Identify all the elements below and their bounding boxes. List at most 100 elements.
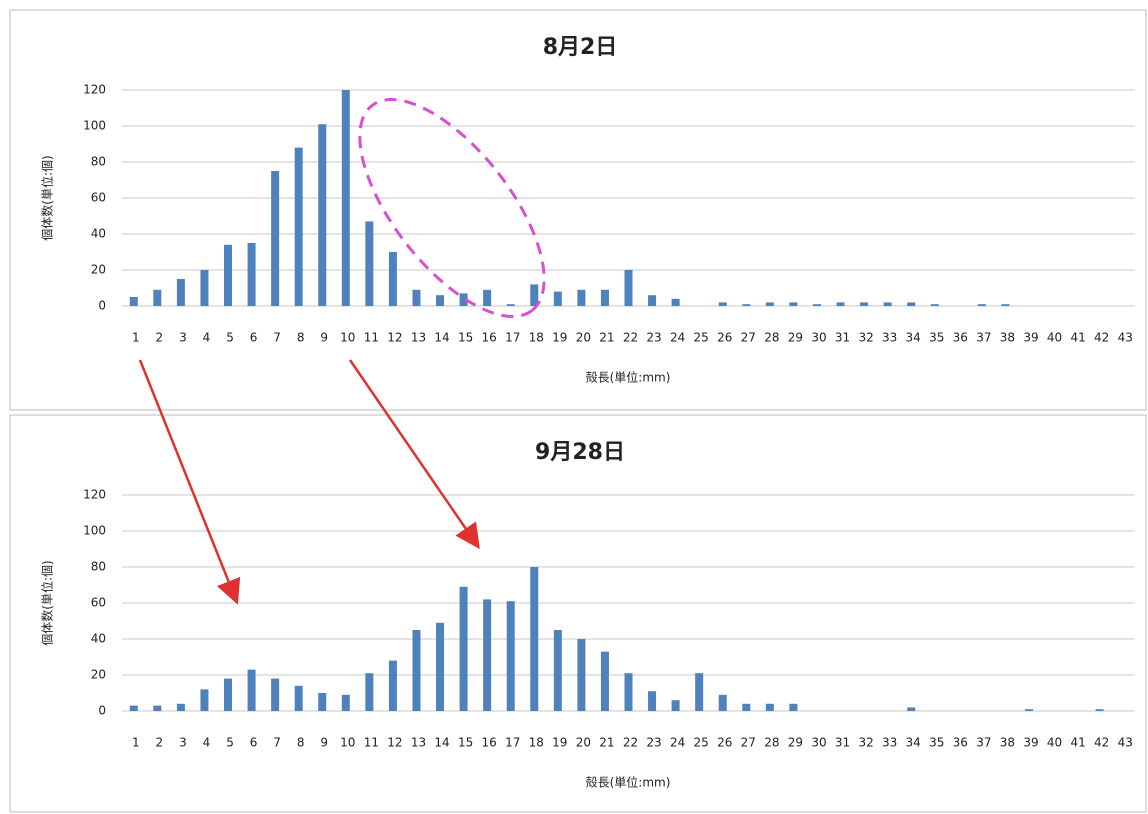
x-tick-label: 27	[741, 331, 756, 345]
x-tick-label: 5	[226, 331, 234, 345]
bar	[600, 651, 609, 711]
bar	[412, 630, 421, 711]
x-tick-label: 13	[411, 331, 426, 345]
x-tick-label: 30	[811, 331, 826, 345]
x-tick-label: 20	[576, 331, 591, 345]
bar	[765, 703, 774, 711]
bar	[577, 289, 586, 306]
x-axis-label: 殻長(単位:mm)	[586, 370, 671, 385]
y-tick-label: 120	[83, 488, 106, 502]
bar	[977, 304, 986, 306]
x-tick-label: 12	[387, 736, 402, 750]
bar	[153, 289, 162, 306]
bar	[176, 279, 185, 306]
bar	[318, 124, 327, 306]
bar	[671, 298, 680, 306]
y-axis-label: 個体数(単位:個)	[40, 155, 55, 240]
x-tick-label: 18	[529, 331, 544, 345]
x-tick-label: 17	[505, 331, 520, 345]
y-tick-label: 40	[91, 227, 106, 241]
x-tick-label: 40	[1047, 736, 1062, 750]
x-tick-label: 35	[929, 736, 944, 750]
bar	[459, 293, 468, 306]
x-tick-label: 27	[741, 736, 756, 750]
x-tick-label: 15	[458, 736, 473, 750]
x-tick-label: 35	[929, 331, 944, 345]
bar	[648, 295, 657, 306]
bar	[789, 302, 798, 306]
bar	[1001, 304, 1010, 306]
x-tick-label: 31	[835, 331, 850, 345]
bar	[271, 678, 280, 711]
x-tick-label: 7	[273, 331, 281, 345]
x-tick-label: 36	[953, 736, 968, 750]
bar	[436, 295, 445, 306]
x-tick-label: 10	[340, 331, 355, 345]
y-tick-label: 60	[91, 191, 106, 205]
y-tick-label: 60	[91, 596, 106, 610]
bar	[341, 694, 350, 711]
x-tick-label: 28	[764, 736, 779, 750]
x-tick-label: 41	[1070, 331, 1085, 345]
bar	[176, 703, 185, 711]
bar	[695, 673, 704, 711]
y-tick-label: 80	[91, 155, 106, 169]
bar	[247, 243, 256, 306]
bar	[553, 291, 562, 306]
x-tick-label: 3	[179, 331, 187, 345]
bar	[600, 289, 609, 306]
x-tick-label: 29	[788, 736, 803, 750]
x-tick-label: 22	[623, 736, 638, 750]
x-tick-label: 11	[364, 736, 379, 750]
bar	[341, 90, 350, 306]
x-tick-label: 1	[132, 736, 140, 750]
x-tick-label: 23	[646, 331, 661, 345]
x-tick-label: 6	[250, 736, 258, 750]
bar	[789, 703, 798, 711]
x-tick-label: 43	[1118, 736, 1133, 750]
x-tick-label: 24	[670, 736, 685, 750]
bar	[648, 691, 657, 711]
bar	[365, 221, 374, 306]
bar	[129, 705, 138, 711]
highlight-ellipse	[358, 98, 546, 318]
chart-title: 8月2日	[543, 35, 618, 60]
x-tick-label: 33	[882, 331, 897, 345]
x-tick-label: 39	[1023, 736, 1038, 750]
bar	[1024, 709, 1033, 711]
x-tick-label: 21	[599, 736, 614, 750]
bar	[624, 673, 633, 711]
x-tick-label: 10	[340, 736, 355, 750]
x-tick-label: 20	[576, 736, 591, 750]
bar	[483, 599, 492, 711]
x-tick-label: 8	[297, 331, 305, 345]
x-tick-label: 4	[203, 331, 211, 345]
x-tick-label: 21	[599, 331, 614, 345]
bar	[530, 567, 539, 711]
y-tick-label: 0	[98, 299, 106, 313]
y-axis-label: 個体数(単位:個)	[40, 560, 55, 645]
bar	[412, 289, 421, 306]
x-tick-label: 34	[906, 331, 921, 345]
bar	[483, 289, 492, 306]
x-tick-label: 11	[364, 331, 379, 345]
x-tick-label: 38	[1000, 331, 1015, 345]
arrow	[138, 359, 241, 605]
x-tick-label: 32	[858, 736, 873, 750]
bar	[1095, 709, 1104, 711]
x-tick-label: 38	[1000, 736, 1015, 750]
bar	[553, 630, 562, 711]
x-tick-label: 9	[320, 331, 328, 345]
x-tick-label: 26	[717, 736, 732, 750]
bar	[812, 304, 821, 306]
bar	[436, 622, 445, 711]
y-tick-label: 100	[83, 524, 106, 538]
y-tick-label: 80	[91, 560, 106, 574]
panel-border	[9, 414, 1147, 813]
x-tick-label: 2	[156, 736, 164, 750]
bar	[459, 586, 468, 711]
bar	[294, 685, 303, 711]
panel-border	[9, 9, 1147, 411]
